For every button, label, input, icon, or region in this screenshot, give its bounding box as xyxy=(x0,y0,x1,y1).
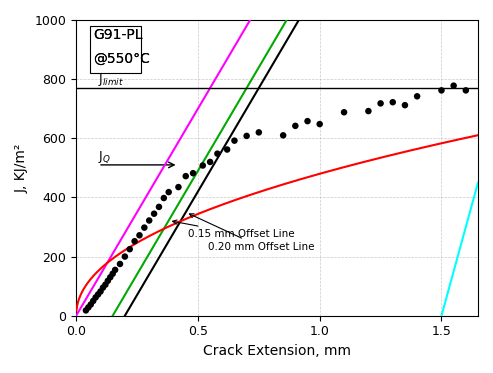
Point xyxy=(94,291,102,297)
Point xyxy=(136,232,143,238)
Point xyxy=(97,288,105,294)
Point xyxy=(165,189,173,195)
Point xyxy=(231,138,239,144)
Point xyxy=(462,87,470,93)
Point xyxy=(145,217,153,223)
Point xyxy=(377,100,385,106)
Point xyxy=(111,267,119,273)
Text: G91-PL: G91-PL xyxy=(93,28,142,42)
Point xyxy=(121,254,129,260)
Point xyxy=(189,170,197,176)
Point xyxy=(131,238,139,244)
Point xyxy=(89,298,97,304)
Point xyxy=(213,151,221,157)
Point xyxy=(92,294,100,300)
Point xyxy=(291,123,299,129)
Point xyxy=(243,133,250,139)
Point xyxy=(160,195,168,201)
Point xyxy=(106,274,114,280)
Point xyxy=(279,132,287,138)
Point xyxy=(401,102,409,108)
Point xyxy=(102,282,109,288)
Point xyxy=(316,121,323,127)
Point xyxy=(206,159,214,165)
Point xyxy=(223,147,231,153)
Text: @550°C: @550°C xyxy=(93,52,150,66)
X-axis label: Crack Extension, mm: Crack Extension, mm xyxy=(203,344,351,358)
Point xyxy=(304,118,312,124)
Bar xyxy=(90,26,141,73)
Point xyxy=(84,304,92,310)
Point xyxy=(413,93,421,99)
Text: 0.20 mm Offset Line: 0.20 mm Offset Line xyxy=(189,214,314,252)
Text: J$_{limit}$: J$_{limit}$ xyxy=(98,72,124,88)
Text: G91-PL: G91-PL xyxy=(93,28,142,42)
Point xyxy=(99,285,107,291)
Point xyxy=(155,204,163,210)
Point xyxy=(255,129,263,135)
Point xyxy=(87,301,95,307)
Point xyxy=(340,109,348,115)
Point xyxy=(126,246,134,252)
Point xyxy=(437,87,445,93)
Y-axis label: J, KJ/m²: J, KJ/m² xyxy=(15,143,29,192)
Text: @550°C: @550°C xyxy=(93,52,150,66)
Text: J$_Q$: J$_Q$ xyxy=(98,149,111,165)
Point xyxy=(389,99,397,105)
Point xyxy=(199,163,207,169)
Point xyxy=(150,211,158,217)
Point xyxy=(182,173,190,179)
Point xyxy=(450,83,458,89)
Point xyxy=(175,184,182,190)
Point xyxy=(82,307,90,313)
Point xyxy=(116,261,124,267)
Point xyxy=(104,278,112,284)
Point xyxy=(364,108,372,114)
Text: 0.15 mm Offset Line: 0.15 mm Offset Line xyxy=(173,220,295,239)
Point xyxy=(141,225,148,231)
Point xyxy=(109,271,117,277)
